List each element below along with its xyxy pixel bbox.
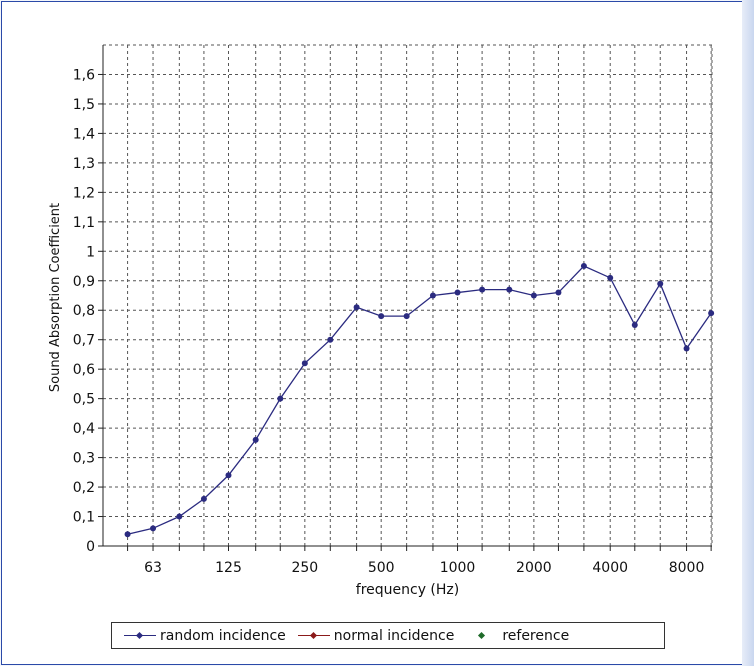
y-tick-label: 1,2 (73, 185, 95, 201)
data-point (580, 263, 587, 270)
y-axis-label: Sound Absorption Coefficient (48, 203, 63, 392)
legend-marker-reference (466, 629, 498, 643)
y-tick-label: 0,5 (73, 392, 95, 408)
legend-label: reference (502, 627, 570, 644)
y-tick-label: 1,3 (73, 156, 95, 172)
series-layer (124, 263, 715, 538)
data-point (631, 321, 638, 328)
data-point (150, 525, 157, 532)
data-point (657, 280, 664, 287)
y-tick-label: 0,9 (73, 274, 95, 290)
x-tick-label: 1000 (440, 560, 476, 576)
y-tick-label: 0,3 (73, 451, 95, 467)
window-edge (742, 0, 754, 666)
x-tick-label: 63 (144, 560, 162, 576)
y-tick-label: 1,4 (73, 126, 95, 142)
data-point (530, 292, 537, 299)
data-point (225, 472, 232, 479)
legend-label: random incidence (160, 627, 286, 644)
legend: random incidence normal incidence refere… (111, 622, 665, 649)
y-tick-label: 0,8 (73, 303, 95, 319)
series-line (127, 265, 712, 535)
legend-label: normal incidence (333, 627, 455, 644)
data-point (301, 360, 308, 367)
x-tick-label: 2000 (516, 560, 552, 576)
grid (102, 44, 713, 547)
data-point (327, 336, 334, 343)
axes (102, 45, 712, 547)
legend-item-normal-incidence: normal incidence (297, 627, 455, 644)
y-tick-label: 0,1 (73, 510, 95, 526)
legend-marker-normal-incidence (297, 629, 330, 643)
y-tick-label: 1,6 (73, 67, 95, 83)
legend-marker-random-incidence (124, 629, 156, 643)
x-axis-label: frequency (Hz) (356, 582, 459, 598)
y-tick-label: 0,2 (73, 480, 95, 496)
data-point (200, 495, 207, 502)
data-point (555, 289, 562, 296)
y-tick-label: 1,1 (73, 215, 95, 231)
data-point (683, 345, 690, 352)
data-point (277, 395, 284, 402)
y-tick-label: 1 (86, 244, 95, 260)
x-tick-label: 4000 (592, 560, 628, 576)
y-tick-label: 0,7 (73, 333, 95, 349)
data-point (378, 313, 385, 320)
data-point (429, 292, 436, 299)
data-point (479, 286, 486, 293)
data-point (454, 289, 461, 296)
data-point (124, 531, 131, 538)
plot-border (102, 44, 713, 547)
data-point (252, 436, 259, 443)
legend-item-random-incidence: random incidence (124, 628, 286, 644)
data-point (607, 274, 614, 281)
x-tick-label: 8000 (669, 560, 705, 576)
data-point (506, 286, 513, 293)
y-tick-label: 0,4 (73, 421, 95, 437)
data-point (403, 313, 410, 320)
data-point (708, 310, 715, 317)
x-axis-ticks: 63 125 250 500 1000 2000 4000 8000 (127, 546, 712, 576)
x-tick-label: 125 (215, 560, 242, 576)
y-tick-label: 0 (86, 539, 95, 555)
y-tick-label: 0,6 (73, 362, 95, 378)
x-tick-label: 500 (368, 560, 395, 576)
x-tick-label: 250 (291, 560, 318, 576)
y-tick-label: 1,5 (73, 97, 95, 113)
y-axis-ticks: 0 0,1 0,2 0,3 0,4 0,5 0,6 0,7 0,8 0,9 1 1,1 1,2 1,3 1,… (73, 67, 103, 555)
data-point (353, 304, 360, 311)
legend-item-reference: reference (466, 628, 569, 644)
data-point (176, 513, 183, 520)
